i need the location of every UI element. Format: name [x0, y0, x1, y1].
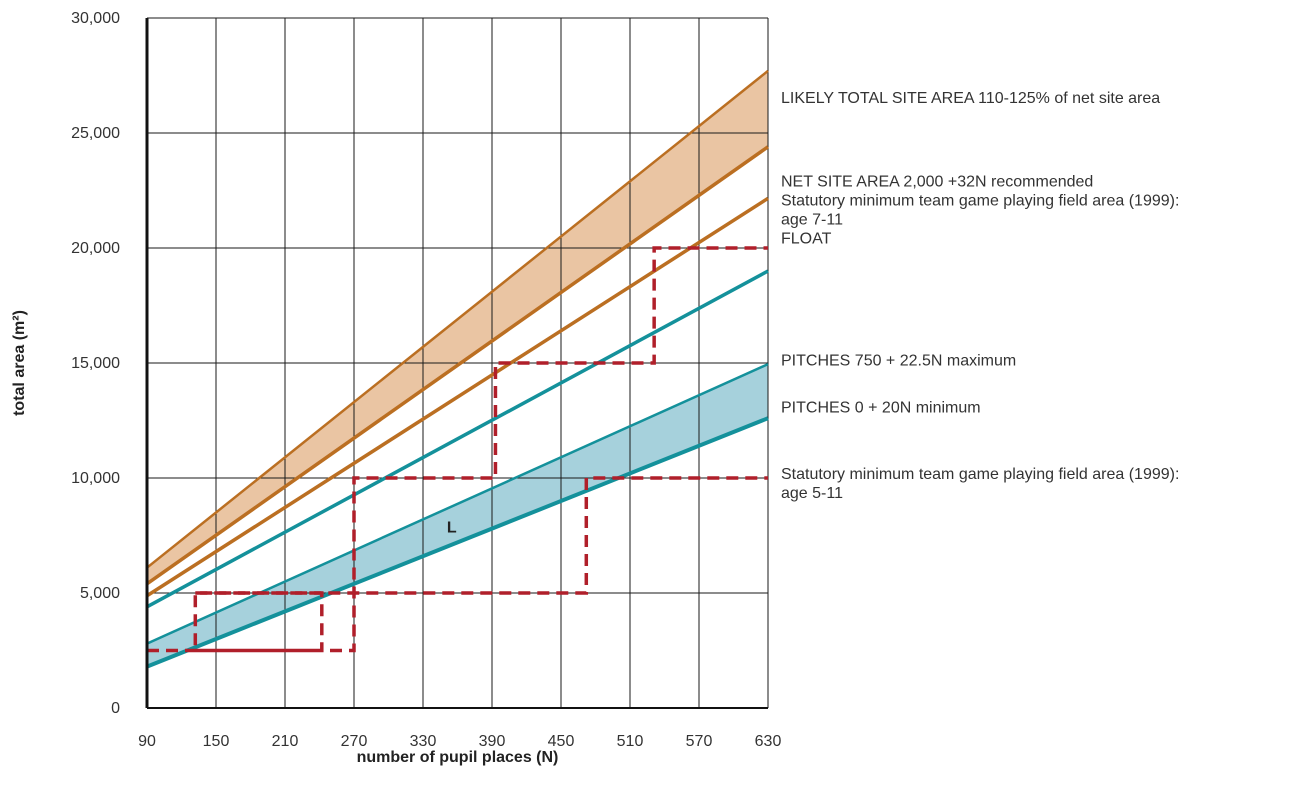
annotation-line: LIKELY TOTAL SITE AREA 110-125% of net s…	[781, 90, 1160, 107]
y-tick-label: 10,000	[71, 470, 120, 487]
series-line-5	[146, 363, 769, 645]
annotation-2: NET SITE AREA 2,000 +32N recommended Stat…	[781, 173, 1179, 247]
region-label: L	[447, 519, 457, 536]
y-tick-label: 0	[111, 700, 120, 717]
annotation-3: PITCHES 750 + 22.5N maximum	[781, 352, 1016, 369]
series-line-6	[146, 416, 769, 669]
x-tick-label: 90	[138, 733, 156, 750]
series-line-4	[146, 269, 769, 609]
x-tick-label: 510	[617, 733, 644, 750]
y-tick-labels: 0 5,000 10,000 15,000 20,000 25,000 30,000	[71, 10, 120, 717]
annotation-5: Statutory minimum team game playing fiel…	[781, 466, 1179, 502]
y-axis-title: total area (m²)	[11, 310, 28, 416]
stepped-line-1	[147, 246, 768, 653]
stepped-line-2	[195, 476, 768, 595]
series-line-2	[145, 145, 770, 586]
x-axis-title: number of pupil places (N)	[357, 749, 559, 766]
bands-layer	[147, 70, 768, 667]
annotation-line: age 7-11	[781, 211, 843, 228]
x-tick-labels: 90 150 210 270 330 390 450 510 570 630	[138, 733, 781, 750]
annotation-4: PITCHES 0 + 20N minimum	[781, 399, 981, 416]
x-tick-label: 150	[203, 733, 230, 750]
band-2	[147, 364, 768, 667]
x-tick-label: 570	[686, 733, 713, 750]
axes	[145, 18, 768, 709]
y-tick-label: 15,000	[71, 355, 120, 372]
x-tick-label: 390	[479, 733, 506, 750]
series-line-1	[146, 69, 769, 569]
annotation-1: LIKELY TOTAL SITE AREA 110-125% of net s…	[781, 90, 1160, 107]
y-tick-label: 30,000	[71, 10, 120, 27]
annotation-line: Statutory minimum team game playing fiel…	[781, 192, 1179, 209]
band-1	[147, 70, 768, 584]
annotations: LIKELY TOTAL SITE AREA 110-125% of net s…	[781, 90, 1179, 502]
y-tick-label: 5,000	[80, 585, 120, 602]
annotation-line: Statutory minimum team game playing fiel…	[781, 466, 1179, 483]
stepped-lines-layer	[147, 246, 768, 653]
x-tick-label: 630	[755, 733, 782, 750]
y-tick-label: 20,000	[71, 240, 120, 257]
annotation-line: FLOAT	[781, 230, 832, 247]
annotation-line: PITCHES 0 + 20N minimum	[781, 399, 981, 416]
x-tick-label: 450	[548, 733, 575, 750]
y-tick-label: 25,000	[71, 125, 120, 142]
annotation-line: age 5-11	[781, 485, 843, 502]
series-layer	[145, 69, 770, 669]
x-tick-label: 270	[341, 733, 368, 750]
annotation-line: PITCHES 750 + 22.5N maximum	[781, 352, 1016, 369]
annotation-line: NET SITE AREA 2,000 +32N recommended	[781, 173, 1093, 190]
series-line-3	[146, 196, 769, 598]
x-tick-label: 330	[410, 733, 437, 750]
x-tick-label: 210	[272, 733, 299, 750]
